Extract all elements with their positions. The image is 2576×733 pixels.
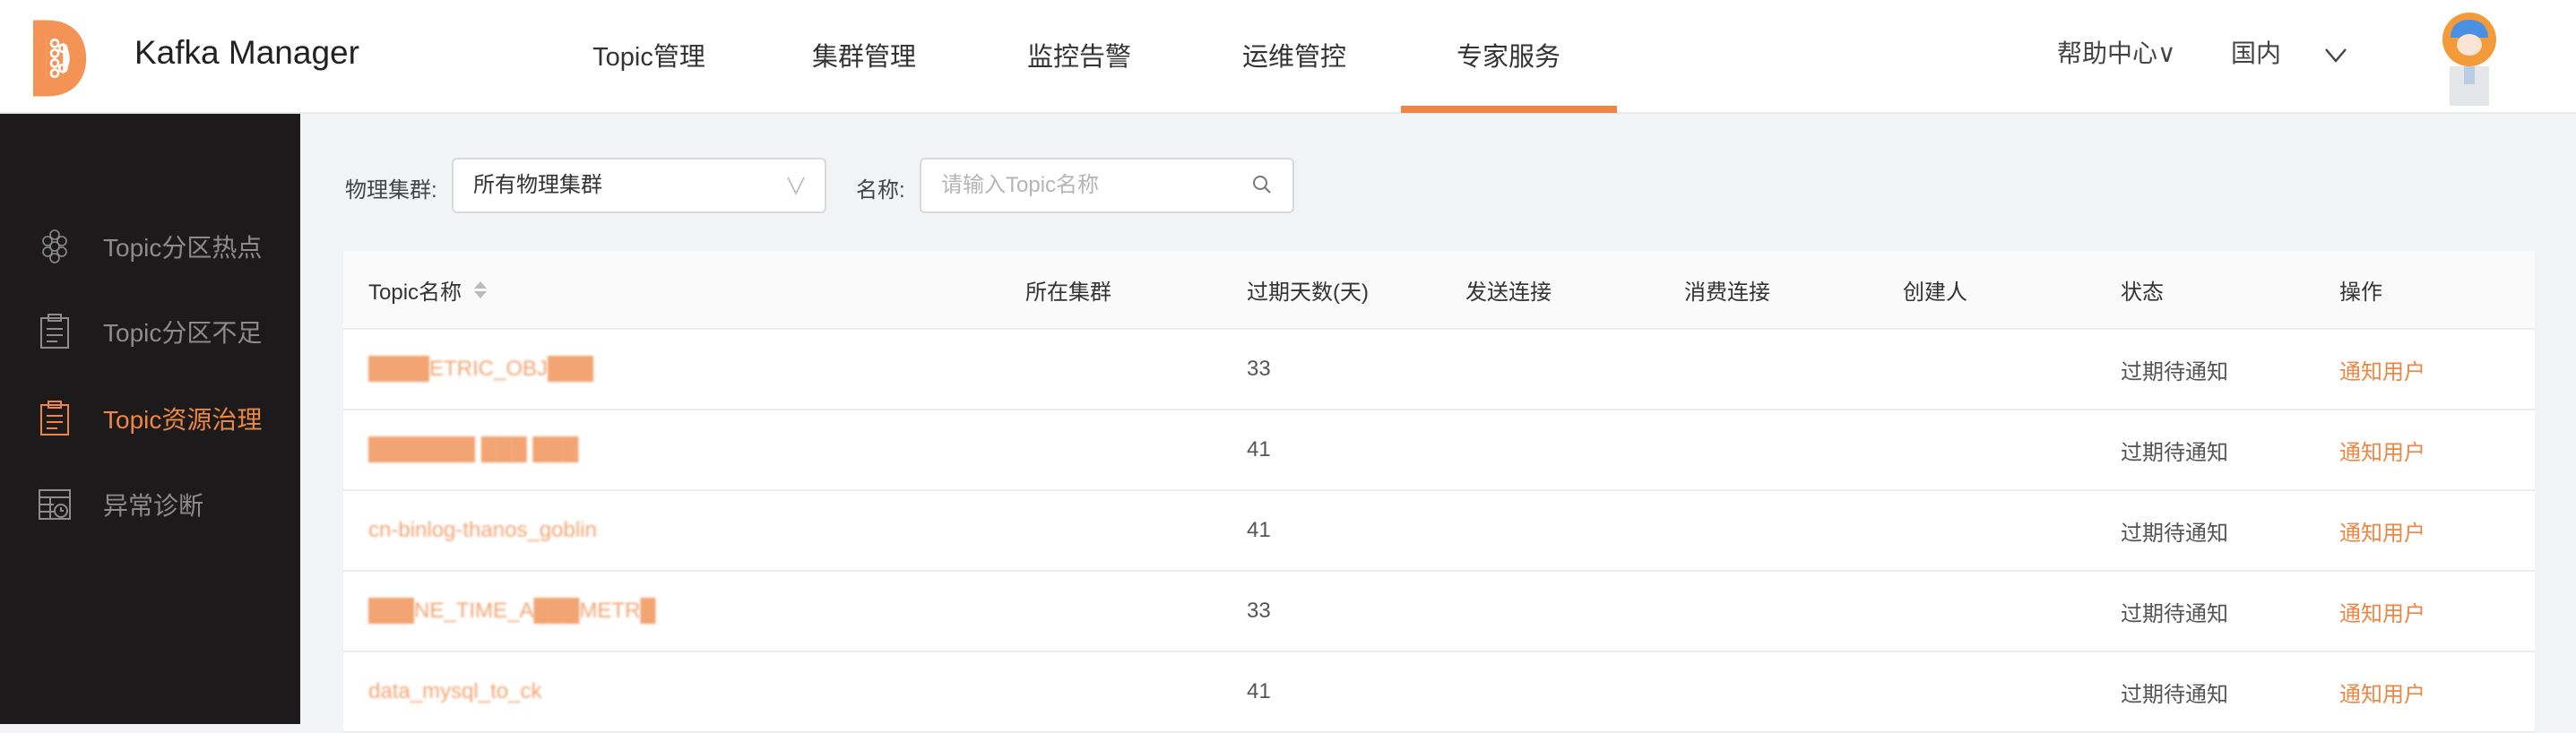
column-header-topic-name[interactable]: Topic名称: [368, 251, 488, 328]
status-cell: 过期待通知: [2121, 440, 2228, 465]
notify-user-link[interactable]: 通知用户: [2339, 601, 2425, 626]
column-header-status: 状态: [2121, 280, 2164, 305]
chevron-down-icon: [787, 177, 805, 196]
top-header: Kafka Manager Topic管理 集群管理 监控告警 运维管控 专家服…: [0, 0, 2576, 114]
app-title: Kafka Manager: [134, 34, 359, 71]
nav-topic-management[interactable]: Topic管理: [592, 43, 705, 72]
nav-monitoring-alerts[interactable]: 监控告警: [1026, 43, 1132, 72]
sidebar-item-label: Topic分区热点: [103, 234, 263, 262]
column-header-expire-days: 过期天数(天): [1247, 280, 1369, 305]
column-header-actions: 操作: [2339, 280, 2382, 305]
sidebar-item-topic-resource-governance[interactable]: Topic资源治理: [0, 387, 300, 450]
kafka-manager-logo: [33, 20, 87, 97]
notify-user-link[interactable]: 通知用户: [2339, 359, 2425, 384]
status-cell: 过期待通知: [2121, 601, 2228, 626]
sidebar-item-label: Topic分区不足: [103, 319, 263, 347]
active-nav-indicator: [1401, 106, 1617, 113]
expire-days-cell: 33: [1247, 357, 1271, 381]
cluster-select-value: 所有物理集群: [473, 173, 602, 197]
column-header-creator: 创建人: [1903, 280, 1967, 305]
user-avatar[interactable]: [2440, 13, 2499, 106]
topic-governance-table: Topic名称 所在集群 过期天数(天) 发送连接 消费连接 创建人 状态 操作…: [343, 251, 2535, 733]
name-filter-label: 名称:: [856, 178, 905, 203]
table-row: ███NE_TIME_A███METR█ 33 过期待通知 通知用户: [343, 572, 2535, 652]
table-row: ███████ ███ ███ 41 过期待通知 通知用户: [343, 410, 2535, 491]
table-row: data_mysql_to_ck 41 过期待通知 通知用户: [343, 652, 2535, 733]
chevron-down-icon: [2324, 47, 2347, 63]
sort-icon[interactable]: [474, 280, 488, 298]
column-header-consume-connections: 消费连接: [1684, 280, 1770, 305]
topic-name-link[interactable]: data_mysql_to_ck: [368, 679, 542, 703]
expire-days-cell: 41: [1247, 437, 1271, 461]
sidebar-item-label: Topic资源治理: [103, 406, 263, 434]
sidebar: Topic分区热点 Topic分区不足 Topic资源治理 异常诊断: [0, 114, 300, 724]
column-header-label: Topic名称: [368, 280, 462, 305]
hexagon-cluster-icon: [42, 229, 67, 263]
status-cell: 过期待通知: [2121, 359, 2228, 384]
topic-name-link[interactable]: cn-binlog-thanos_goblin: [368, 518, 597, 542]
notify-user-link[interactable]: 通知用户: [2339, 440, 2425, 465]
clipboard-icon: [40, 401, 69, 435]
sidebar-item-label: 异常诊断: [103, 492, 204, 520]
column-header-cluster: 所在集群: [1025, 280, 1111, 305]
topic-name-link[interactable]: ███████ ███ ███: [368, 437, 579, 461]
search-icon[interactable]: [1251, 174, 1273, 195]
table-clock-icon: [39, 489, 71, 520]
clipboard-icon: [40, 314, 69, 349]
nav-cluster-management[interactable]: 集群管理: [811, 43, 917, 72]
cluster-select[interactable]: 所有物理集群: [452, 158, 826, 213]
notify-user-link[interactable]: 通知用户: [2339, 521, 2425, 546]
column-header-send-connections: 发送连接: [1465, 280, 1552, 305]
status-cell: 过期待通知: [2121, 521, 2228, 546]
help-center-dropdown[interactable]: 帮助中心∨: [2057, 39, 2176, 67]
nav-expert-service[interactable]: 专家服务: [1456, 43, 1561, 72]
region-label: 国内: [2231, 39, 2282, 67]
topic-name-search-input[interactable]: [920, 158, 1294, 213]
table-row: ████ETRIC_OBJ███ 33 过期待通知 通知用户: [343, 330, 2535, 410]
table-row: cn-binlog-thanos_goblin 41 过期待通知 通知用户: [343, 491, 2535, 572]
expire-days-cell: 33: [1247, 599, 1271, 623]
notify-user-link[interactable]: 通知用户: [2339, 682, 2425, 707]
expire-days-cell: 41: [1247, 679, 1271, 703]
topic-name-link[interactable]: ████ETRIC_OBJ███: [368, 357, 594, 381]
sidebar-item-topic-partition-insufficient[interactable]: Topic分区不足: [0, 300, 300, 363]
nav-ops-control[interactable]: 运维管控: [1241, 43, 1347, 72]
cluster-filter-label: 物理集群:: [345, 178, 437, 203]
status-cell: 过期待通知: [2121, 682, 2228, 707]
topic-name-link[interactable]: ███NE_TIME_A███METR█: [368, 599, 656, 623]
sidebar-item-anomaly-diagnosis[interactable]: 异常诊断: [0, 473, 300, 536]
table-header-row: Topic名称 所在集群 过期天数(天) 发送连接 消费连接 创建人 状态 操作: [343, 251, 2535, 330]
sidebar-item-topic-partition-hotspot[interactable]: Topic分区热点: [0, 215, 300, 278]
expire-days-cell: 41: [1247, 518, 1271, 542]
region-dropdown[interactable]: 国内: [2231, 34, 2347, 70]
